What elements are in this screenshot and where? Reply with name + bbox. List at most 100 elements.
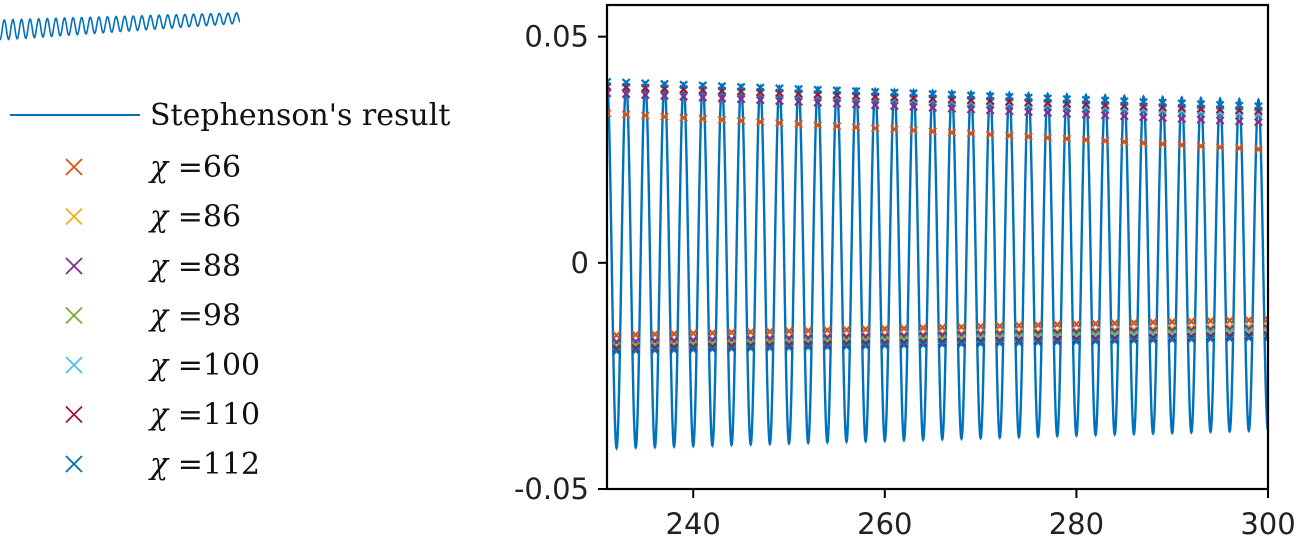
- trough-marker: [918, 323, 928, 333]
- peak-marker: [1081, 110, 1091, 119]
- corner-curve-fragment: [0, 11, 240, 41]
- peak-marker: [679, 80, 689, 90]
- peak-marker: [775, 84, 784, 93]
- trough-marker: [995, 338, 1005, 348]
- legend-label-chi-88: χ =88: [148, 249, 241, 284]
- peak-marker: [851, 86, 861, 96]
- peak-marker: [717, 81, 727, 91]
- peak-marker: [679, 113, 689, 123]
- trough-marker: [1033, 320, 1043, 330]
- trough-marker: [650, 343, 660, 353]
- y-tick-label: 0.05: [524, 20, 589, 54]
- peak-marker: [928, 89, 938, 99]
- peak-marker: [717, 93, 727, 103]
- trough-marker: [688, 342, 698, 352]
- peak-marker: [1081, 135, 1091, 145]
- peak-marker: [640, 90, 650, 100]
- trough-marker: [746, 343, 756, 353]
- peak-marker: [621, 110, 631, 119]
- trough-marker: [631, 344, 641, 353]
- trough-marker: [669, 343, 679, 352]
- peak-marker: [890, 88, 899, 98]
- peak-marker: [1100, 96, 1110, 106]
- peak-marker: [1158, 98, 1167, 108]
- x-axis: 240 260 280 300: [666, 489, 1296, 541]
- trough-marker: [1148, 335, 1158, 345]
- trough-marker: [650, 345, 660, 355]
- peak-marker: [698, 81, 708, 90]
- trough-marker: [1206, 332, 1215, 341]
- peak-marker: [947, 90, 957, 100]
- peak-marker: [832, 86, 842, 95]
- peak-marker: [1196, 99, 1206, 109]
- peak-marker: [1024, 132, 1033, 142]
- peak-marker: [698, 114, 708, 124]
- trough-marker: [1167, 317, 1177, 327]
- peak-marker: [1100, 110, 1110, 120]
- peak-marker: [1196, 115, 1206, 125]
- trough-marker: [1072, 334, 1081, 344]
- trough-marker: [803, 342, 813, 352]
- trough-marker: [861, 341, 871, 351]
- trough-marker: [1244, 333, 1254, 343]
- peak-marker: [1158, 104, 1167, 114]
- trough-marker: [976, 322, 985, 331]
- peak-marker: [679, 92, 689, 101]
- peak-marker: [607, 88, 612, 98]
- trough-marker: [669, 329, 679, 339]
- trough-marker: [784, 340, 794, 350]
- legend-label-chi-66: χ =66: [148, 150, 241, 185]
- trough-marker: [1148, 333, 1158, 343]
- trough-marker: [822, 342, 832, 352]
- trough-marker: [765, 343, 775, 353]
- trough-marker: [1091, 334, 1100, 344]
- peak-marker: [794, 97, 803, 107]
- trough-marker: [1225, 316, 1235, 325]
- trough-marker: [899, 323, 909, 333]
- x-tick-label: 240: [666, 507, 721, 541]
- peak-marker: [1254, 108, 1263, 118]
- trough-marker: [842, 325, 851, 335]
- trough-marker: [727, 344, 736, 354]
- peak-marker: [813, 85, 823, 95]
- peak-marker: [1234, 116, 1244, 126]
- trough-marker: [957, 322, 966, 332]
- marker-series-chi-66: [607, 109, 1268, 340]
- peak-marker: [832, 121, 842, 131]
- trough-marker: [899, 340, 909, 350]
- legend: Stephenson's result χ =66 χ =86 χ =88 χ =98…: [10, 98, 450, 482]
- peak-marker: [736, 82, 746, 92]
- y-tick-label: -0.05: [514, 472, 589, 506]
- plot-area: [607, 77, 1268, 451]
- legend-marker-chi-110: [65, 405, 83, 424]
- legend-marker-chi-98: [65, 306, 83, 325]
- trough-marker: [1072, 337, 1081, 346]
- peak-marker: [1024, 107, 1033, 117]
- trough-marker: [1129, 333, 1139, 343]
- peak-marker: [1119, 137, 1129, 147]
- peak-marker: [755, 117, 765, 127]
- trough-marker: [765, 327, 775, 336]
- peak-marker: [775, 118, 784, 128]
- peak-marker: [870, 87, 880, 97]
- trough-marker: [1206, 316, 1215, 326]
- peak-marker: [1215, 107, 1225, 116]
- trough-marker: [1014, 338, 1024, 348]
- peak-marker: [1254, 144, 1263, 154]
- trough-marker: [995, 336, 1005, 346]
- peak-marker: [832, 99, 842, 108]
- trough-marker: [1263, 333, 1268, 343]
- marker-layer: [607, 77, 1268, 356]
- trough-marker: [688, 328, 698, 338]
- peak-marker: [1100, 136, 1110, 146]
- peak-marker: [794, 84, 803, 94]
- trough-marker: [707, 342, 717, 352]
- peak-marker: [966, 105, 976, 114]
- peak-marker: [1234, 143, 1244, 153]
- trough-marker: [612, 344, 621, 354]
- peak-marker: [1215, 142, 1225, 152]
- peak-marker: [1234, 101, 1244, 111]
- peak-marker: [1215, 116, 1225, 125]
- trough-marker: [765, 341, 775, 351]
